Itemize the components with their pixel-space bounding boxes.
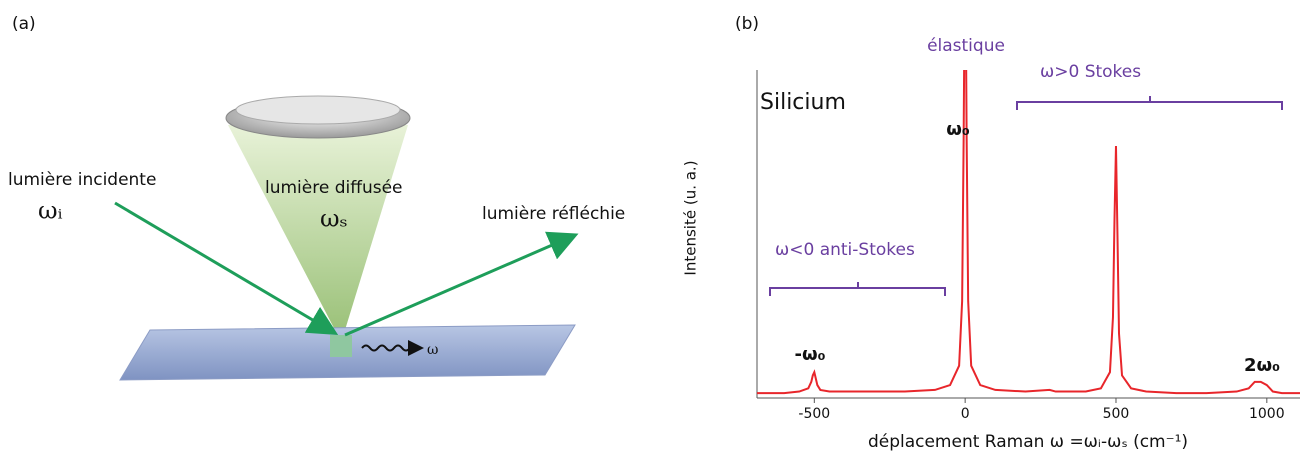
incident-ray bbox=[114, 201, 339, 336]
lens-top bbox=[235, 95, 401, 125]
x-tick-label: 500 bbox=[1103, 406, 1130, 422]
scattered-freq: ωₛ bbox=[320, 205, 348, 233]
spectrum-line bbox=[757, 70, 1300, 395]
x-tick-label: 1000 bbox=[1249, 406, 1285, 422]
reflected-ray bbox=[344, 231, 579, 337]
phonon-wave bbox=[361, 340, 424, 356]
annotation: ω₀ bbox=[946, 119, 970, 140]
anti-stokes-bracket bbox=[769, 282, 946, 296]
annotation: ω>0 Stokes bbox=[1040, 62, 1141, 82]
chart-title: Silicium bbox=[760, 90, 846, 115]
annotation: 2ω₀ bbox=[1244, 355, 1280, 376]
panel-label: (b) bbox=[735, 14, 759, 34]
scattered-cone bbox=[228, 125, 408, 330]
annotation: élastique bbox=[927, 36, 1005, 56]
reflected-label: lumière réfléchie bbox=[482, 204, 625, 224]
x-tick-label: -500 bbox=[798, 406, 830, 422]
y-axis-label: Intensité (u. a.) bbox=[682, 160, 700, 275]
spot bbox=[330, 335, 352, 357]
panel-label: (a) bbox=[12, 14, 36, 34]
incident-label: lumière incidente bbox=[8, 170, 156, 190]
phonon-label: ω bbox=[427, 342, 438, 358]
annotation: -ω₀ bbox=[795, 344, 826, 365]
scattered-label: lumière diffusée bbox=[265, 178, 403, 198]
x-axis-label: déplacement Raman ω =ωᵢ-ωₛ (cm⁻¹) bbox=[868, 432, 1188, 452]
incident-freq: ωᵢ bbox=[38, 197, 63, 225]
x-tick-label: 0 bbox=[961, 406, 970, 422]
annotation: ω<0 anti-Stokes bbox=[775, 240, 915, 260]
stokes-bracket bbox=[1016, 96, 1283, 110]
